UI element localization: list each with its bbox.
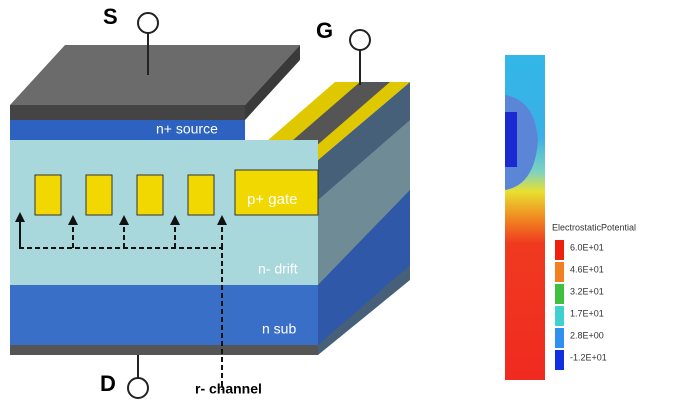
legend-label: -1.2E+01 [570,352,607,362]
layer-label: n sub [262,321,296,337]
legend-swatch [555,240,564,260]
legend-swatch [555,306,564,326]
legend-swatch [555,262,564,282]
layer-label: p+ gate [247,191,297,208]
terminal-label: S [103,4,118,29]
legend-title: ElectrostaticPotential [552,222,636,232]
legend-label: 3.2E+01 [570,286,604,296]
gate-finger [35,175,61,215]
legend-swatch [555,350,564,370]
layer-label: n+ source [156,121,218,137]
legend: 6.0E+01 4.6E+01 3.2E+01 1.7E+01 2.8E+00 -1.2E… [555,240,607,370]
gate-finger [86,175,112,215]
legend-swatch [555,284,564,304]
legend-label: 4.6E+01 [570,264,604,274]
source-contact-edge [10,105,245,120]
legend-label: 1.7E+01 [570,308,604,318]
device-diagram: S G D n+ source p+ gate n- drift n sub r… [0,0,677,403]
layer-label: r- channel [195,381,262,397]
depletion-core [505,112,517,167]
legend-label: 2.8E+00 [570,330,604,340]
gate-finger [137,175,163,215]
legend-label: 6.0E+01 [570,242,604,252]
terminal-label: D [100,371,116,396]
legend-swatch [555,328,564,348]
layer-label: n- drift [258,261,298,277]
drain-contact [10,345,318,355]
terminal-label: G [316,18,333,43]
gate-finger [188,175,214,215]
